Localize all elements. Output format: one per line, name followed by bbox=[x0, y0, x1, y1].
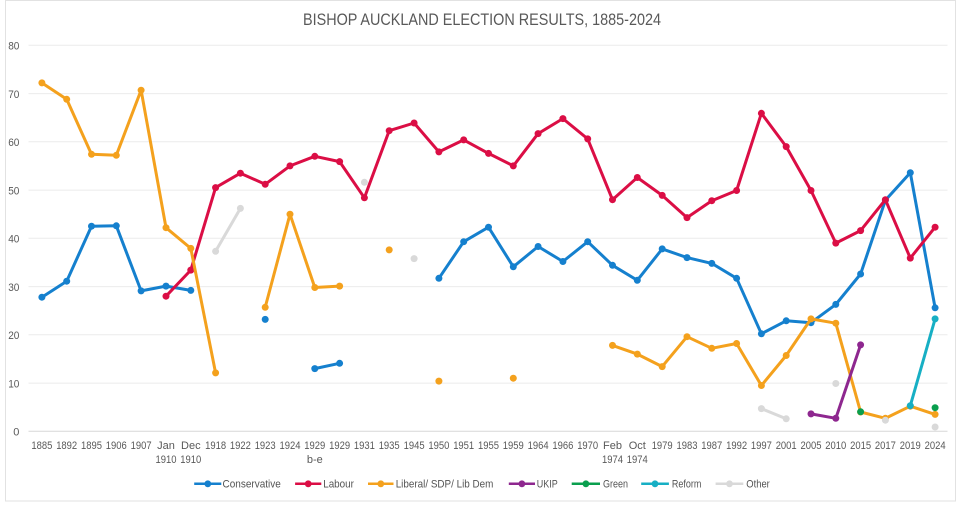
svg-text:1974: 1974 bbox=[602, 454, 623, 466]
svg-text:1983: 1983 bbox=[677, 440, 698, 452]
svg-text:1923: 1923 bbox=[255, 440, 276, 452]
svg-text:Green: Green bbox=[603, 478, 628, 490]
svg-text:1970: 1970 bbox=[577, 440, 598, 452]
svg-text:20: 20 bbox=[8, 330, 19, 342]
svg-text:40: 40 bbox=[8, 234, 19, 246]
svg-text:2017: 2017 bbox=[875, 440, 896, 452]
svg-text:Labour: Labour bbox=[323, 478, 354, 490]
svg-text:1895: 1895 bbox=[81, 440, 102, 452]
svg-text:1918: 1918 bbox=[205, 440, 226, 452]
svg-text:1885: 1885 bbox=[31, 440, 52, 452]
svg-text:Reform: Reform bbox=[672, 478, 702, 490]
svg-text:1964: 1964 bbox=[528, 440, 549, 452]
svg-text:80: 80 bbox=[8, 41, 19, 53]
svg-text:1907: 1907 bbox=[131, 440, 152, 452]
svg-text:Feb: Feb bbox=[603, 440, 622, 452]
svg-text:2001: 2001 bbox=[776, 440, 797, 452]
svg-text:2024: 2024 bbox=[925, 440, 946, 452]
svg-text:1959: 1959 bbox=[503, 440, 524, 452]
svg-text:1910: 1910 bbox=[156, 454, 177, 466]
svg-text:1992: 1992 bbox=[726, 440, 747, 452]
svg-text:2019: 2019 bbox=[900, 440, 921, 452]
svg-text:Oct: Oct bbox=[629, 440, 646, 452]
svg-text:1929: 1929 bbox=[304, 440, 325, 452]
svg-text:1892: 1892 bbox=[56, 440, 77, 452]
svg-text:b-e: b-e bbox=[307, 454, 323, 466]
svg-text:1924: 1924 bbox=[280, 440, 301, 452]
svg-text:1951: 1951 bbox=[453, 440, 474, 452]
svg-text:30: 30 bbox=[8, 282, 19, 294]
svg-text:1974: 1974 bbox=[627, 454, 648, 466]
svg-text:0: 0 bbox=[13, 427, 19, 439]
svg-text:1979: 1979 bbox=[652, 440, 673, 452]
svg-text:BISHOP AUCKLAND ELECTION RESUL: BISHOP AUCKLAND ELECTION RESULTS, 1885-2… bbox=[303, 11, 661, 29]
svg-text:Liberal/ SDP/ Lib Dem: Liberal/ SDP/ Lib Dem bbox=[396, 478, 494, 490]
svg-text:Other: Other bbox=[746, 478, 770, 490]
svg-text:1935: 1935 bbox=[379, 440, 400, 452]
svg-text:1987: 1987 bbox=[701, 440, 722, 452]
svg-text:1945: 1945 bbox=[404, 440, 425, 452]
svg-text:1906: 1906 bbox=[106, 440, 127, 452]
svg-text:1950: 1950 bbox=[428, 440, 449, 452]
svg-text:10: 10 bbox=[8, 378, 19, 390]
svg-text:1966: 1966 bbox=[552, 440, 573, 452]
svg-text:Jan: Jan bbox=[157, 440, 175, 452]
svg-text:1931: 1931 bbox=[354, 440, 375, 452]
svg-text:1922: 1922 bbox=[230, 440, 251, 452]
svg-text:1997: 1997 bbox=[751, 440, 772, 452]
svg-text:2015: 2015 bbox=[850, 440, 871, 452]
svg-text:1910: 1910 bbox=[180, 454, 201, 466]
svg-text:2010: 2010 bbox=[825, 440, 846, 452]
svg-text:1955: 1955 bbox=[478, 440, 499, 452]
svg-text:70: 70 bbox=[8, 89, 19, 101]
svg-text:1929: 1929 bbox=[329, 440, 350, 452]
svg-text:UKIP: UKIP bbox=[537, 478, 558, 490]
svg-text:Conservative: Conservative bbox=[223, 478, 281, 490]
svg-text:2005: 2005 bbox=[801, 440, 822, 452]
svg-text:Dec: Dec bbox=[181, 440, 201, 452]
svg-text:60: 60 bbox=[8, 137, 19, 149]
svg-text:50: 50 bbox=[8, 185, 19, 197]
